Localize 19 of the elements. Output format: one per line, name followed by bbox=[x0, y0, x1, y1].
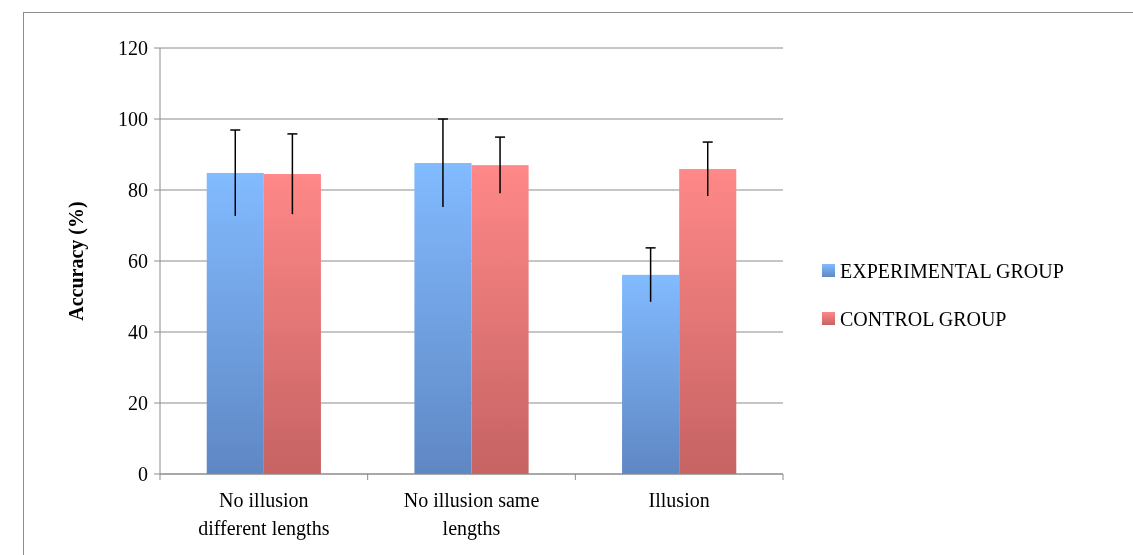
y-tick-label: 80 bbox=[128, 179, 148, 201]
bar bbox=[206, 172, 264, 474]
legend-label: EXPERIMENTAL GROUP bbox=[840, 260, 1064, 282]
bar bbox=[622, 274, 680, 474]
y-tick-label: 40 bbox=[128, 321, 148, 343]
bar bbox=[679, 169, 737, 474]
x-tick-label: No illusion same lengths bbox=[403, 489, 540, 540]
y-tick-label: 20 bbox=[128, 392, 148, 414]
y-tick-label: 120 bbox=[118, 37, 148, 59]
bar bbox=[471, 165, 529, 474]
legend-label: CONTROL GROUP bbox=[840, 308, 1007, 330]
y-axis-title: Accuracy (%) bbox=[65, 201, 88, 321]
y-tick-label: 100 bbox=[118, 108, 148, 130]
bar bbox=[414, 163, 472, 474]
y-tick-label: 0 bbox=[138, 463, 148, 485]
x-tick-label: Illusion bbox=[648, 489, 710, 511]
bar bbox=[263, 174, 321, 474]
y-tick-label: 60 bbox=[128, 250, 148, 272]
x-tick-label: No illusion different lengths bbox=[198, 489, 330, 540]
